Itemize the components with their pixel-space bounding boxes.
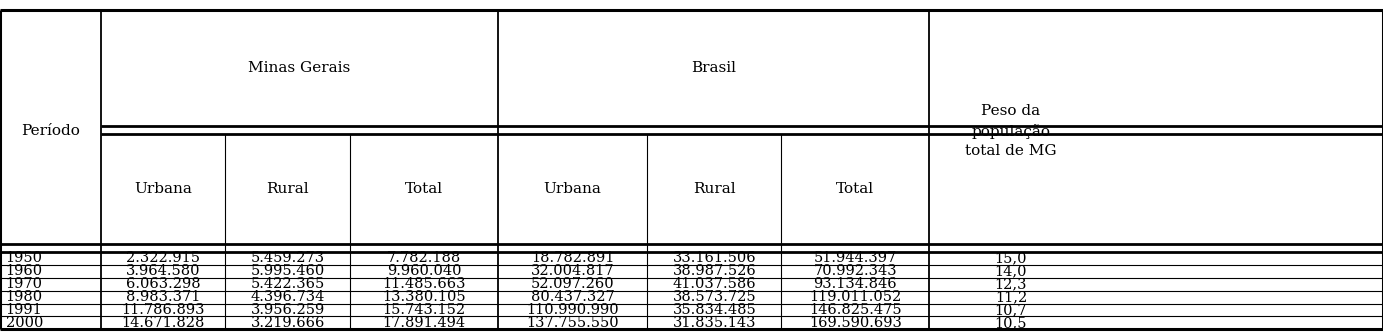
Text: Urbana: Urbana xyxy=(544,182,602,196)
Text: 52.097.260: 52.097.260 xyxy=(531,277,614,291)
Text: 14,0: 14,0 xyxy=(994,264,1028,278)
Text: 3.219.666: 3.219.666 xyxy=(250,316,325,330)
Text: 51.944.397: 51.944.397 xyxy=(813,251,898,265)
Text: Rural: Rural xyxy=(693,182,736,196)
Text: 2000: 2000 xyxy=(6,316,43,330)
Text: Período: Período xyxy=(21,124,80,138)
Text: Minas Gerais: Minas Gerais xyxy=(249,61,350,75)
Text: 2.322.915: 2.322.915 xyxy=(126,251,201,265)
Text: Brasil: Brasil xyxy=(692,61,736,75)
Text: 70.992.343: 70.992.343 xyxy=(813,264,898,278)
Text: 10,5: 10,5 xyxy=(994,316,1028,330)
Text: 1950: 1950 xyxy=(6,251,43,265)
Text: 35.834.485: 35.834.485 xyxy=(672,303,757,317)
Text: 41.037.586: 41.037.586 xyxy=(672,277,757,291)
Text: 13.380.105: 13.380.105 xyxy=(382,290,466,304)
Text: 15,0: 15,0 xyxy=(994,251,1028,265)
Text: 93.134.846: 93.134.846 xyxy=(813,277,898,291)
Text: 8.983.371: 8.983.371 xyxy=(126,290,201,304)
Text: 38.987.526: 38.987.526 xyxy=(672,264,757,278)
Text: Total: Total xyxy=(405,182,443,196)
Text: 169.590.693: 169.590.693 xyxy=(809,316,902,330)
Text: 33.161.506: 33.161.506 xyxy=(672,251,757,265)
Text: 11.485.663: 11.485.663 xyxy=(382,277,466,291)
Text: 1980: 1980 xyxy=(6,290,43,304)
Text: 9.960.040: 9.960.040 xyxy=(387,264,461,278)
Text: 4.396.734: 4.396.734 xyxy=(250,290,325,304)
Text: 1960: 1960 xyxy=(6,264,43,278)
Text: 6.063.298: 6.063.298 xyxy=(126,277,201,291)
Text: 7.782.188: 7.782.188 xyxy=(387,251,461,265)
Text: 3.956.259: 3.956.259 xyxy=(250,303,325,317)
Text: 38.573.725: 38.573.725 xyxy=(672,290,757,304)
Text: 32.004.817: 32.004.817 xyxy=(531,264,614,278)
Text: 119.011.052: 119.011.052 xyxy=(809,290,902,304)
Text: 15.743.152: 15.743.152 xyxy=(382,303,466,317)
Text: 12,3: 12,3 xyxy=(994,277,1028,291)
Text: 1991: 1991 xyxy=(6,303,43,317)
Text: 14.671.828: 14.671.828 xyxy=(122,316,205,330)
Text: 3.964.580: 3.964.580 xyxy=(126,264,201,278)
Text: 137.755.550: 137.755.550 xyxy=(527,316,618,330)
Text: Peso da
população
total de MG: Peso da população total de MG xyxy=(965,104,1057,158)
Text: 80.437.327: 80.437.327 xyxy=(531,290,614,304)
Text: 1970: 1970 xyxy=(6,277,43,291)
Text: 17.891.494: 17.891.494 xyxy=(382,316,466,330)
Text: 5.995.460: 5.995.460 xyxy=(250,264,325,278)
Text: Rural: Rural xyxy=(267,182,308,196)
Text: Total: Total xyxy=(837,182,874,196)
Text: 10,7: 10,7 xyxy=(994,303,1028,317)
Text: 110.990.990: 110.990.990 xyxy=(527,303,618,317)
Text: Urbana: Urbana xyxy=(134,182,192,196)
Text: 146.825.475: 146.825.475 xyxy=(809,303,902,317)
Text: 5.422.365: 5.422.365 xyxy=(250,277,325,291)
Text: 11.786.893: 11.786.893 xyxy=(122,303,205,317)
Text: 31.835.143: 31.835.143 xyxy=(672,316,757,330)
Text: 5.459.273: 5.459.273 xyxy=(250,251,325,265)
Text: 18.782.891: 18.782.891 xyxy=(531,251,614,265)
Text: 11,2: 11,2 xyxy=(994,290,1028,304)
